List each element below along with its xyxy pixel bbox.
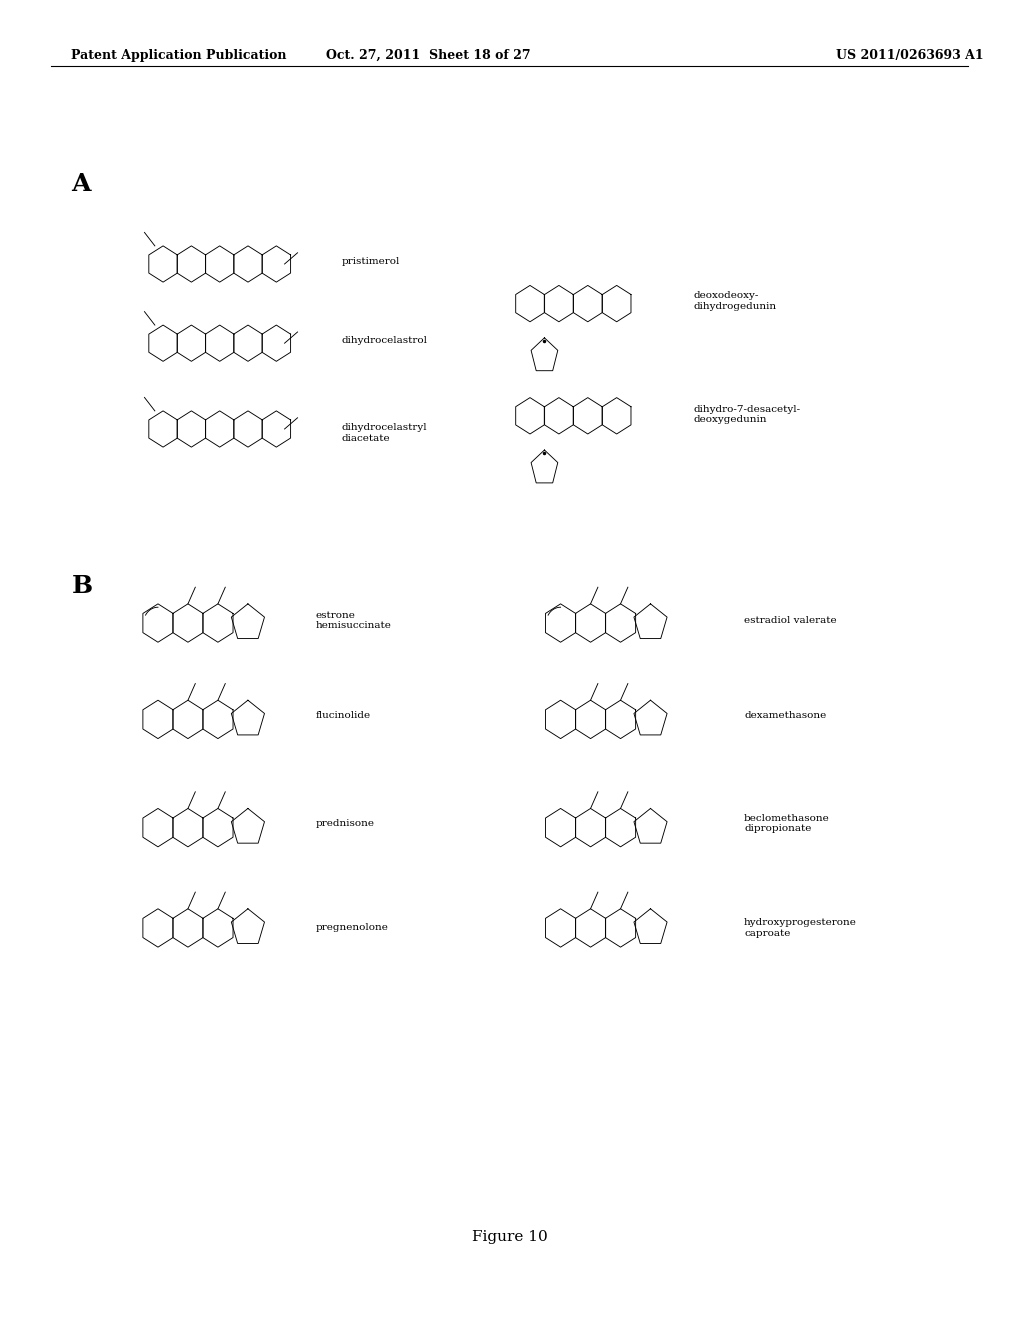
Text: dexamethasone: dexamethasone — [744, 711, 826, 719]
Text: Figure 10: Figure 10 — [472, 1230, 548, 1245]
Text: estrone
hemisuccinate: estrone hemisuccinate — [316, 611, 392, 630]
Text: prednisone: prednisone — [316, 820, 375, 828]
Text: B: B — [72, 574, 92, 598]
Text: deoxodeoxy-
dihydrogedunin: deoxodeoxy- dihydrogedunin — [693, 292, 776, 310]
Text: dihydrocelastrol: dihydrocelastrol — [341, 337, 427, 345]
Text: Patent Application Publication: Patent Application Publication — [72, 49, 287, 62]
Text: beclomethasone
dipropionate: beclomethasone dipropionate — [744, 814, 829, 833]
Text: A: A — [72, 172, 91, 195]
Text: dihydro-7-desacetyl-
deoxygedunin: dihydro-7-desacetyl- deoxygedunin — [693, 405, 800, 424]
Text: flucinolide: flucinolide — [316, 711, 371, 719]
Text: pregnenolone: pregnenolone — [316, 924, 389, 932]
Text: Oct. 27, 2011  Sheet 18 of 27: Oct. 27, 2011 Sheet 18 of 27 — [326, 49, 530, 62]
Text: hydroxyprogesterone
caproate: hydroxyprogesterone caproate — [744, 919, 857, 937]
Text: US 2011/0263693 A1: US 2011/0263693 A1 — [836, 49, 983, 62]
Text: dihydrocelastryl
diacetate: dihydrocelastryl diacetate — [341, 424, 427, 442]
Text: pristimerol: pristimerol — [341, 257, 399, 265]
Text: estradiol valerate: estradiol valerate — [744, 616, 837, 624]
